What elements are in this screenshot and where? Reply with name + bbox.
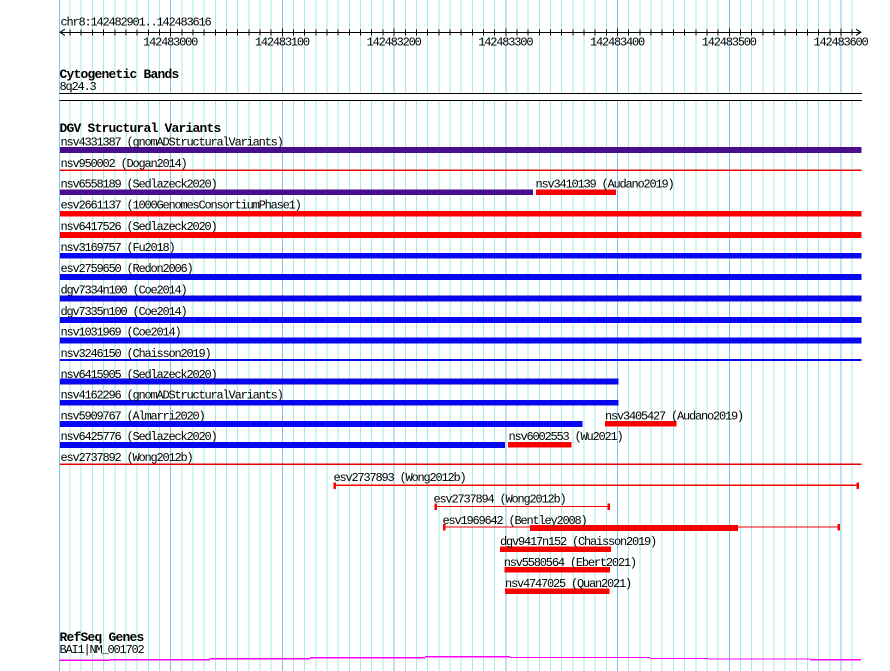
svg-text:142483100: 142483100 <box>255 36 310 50</box>
svg-text:142483500: 142483500 <box>702 36 757 50</box>
svg-text:nsv3405427 (Audano2019): nsv3405427 (Audano2019) <box>605 409 743 423</box>
svg-text:esv2737894 (Wong2012b): esv2737894 (Wong2012b) <box>434 493 566 507</box>
svg-text:8q24.3: 8q24.3 <box>60 80 97 94</box>
svg-text:nsv6417526 (Sedlazeck2020): nsv6417526 (Sedlazeck2020) <box>61 220 217 234</box>
svg-text:nsv3169757 (Fu2018): nsv3169757 (Fu2018) <box>61 241 175 255</box>
svg-text:esv2759650 (Redon2006): esv2759650 (Redon2006) <box>61 262 193 276</box>
svg-text:nsv5909767 (Almarri2020): nsv5909767 (Almarri2020) <box>61 409 205 423</box>
svg-text:nsv4162296 (gnomADStructuralVa: nsv4162296 (gnomADStructuralVariants) <box>61 388 283 402</box>
svg-text:BAI1|NM_001702: BAI1|NM_001702 <box>60 643 145 657</box>
svg-text:142483300: 142483300 <box>478 36 533 50</box>
svg-text:nsv6415905 (Sedlazeck2020): nsv6415905 (Sedlazeck2020) <box>61 368 217 382</box>
svg-text:nsv4331387 (gnomADStructuralVa: nsv4331387 (gnomADStructuralVariants) <box>61 135 283 149</box>
svg-text:142483600: 142483600 <box>814 36 869 50</box>
svg-text:nsv950002 (Dogan2014): nsv950002 (Dogan2014) <box>61 157 187 171</box>
svg-text:dgv9417n152 (Chaisson2019): dgv9417n152 (Chaisson2019) <box>500 535 656 549</box>
svg-text:chr8:142482901..142483616: chr8:142482901..142483616 <box>61 16 212 30</box>
svg-text:nsv6558189 (Sedlazeck2020): nsv6558189 (Sedlazeck2020) <box>61 178 217 192</box>
svg-text:esv2661137 (1000GenomesConsort: esv2661137 (1000GenomesConsortiumPhase1) <box>61 199 301 213</box>
svg-text:esv2737893 (Wong2012b): esv2737893 (Wong2012b) <box>334 471 466 485</box>
svg-text:nsv4747025 (Quan2021): nsv4747025 (Quan2021) <box>505 577 631 591</box>
svg-text:nsv3246150 (Chaisson2019): nsv3246150 (Chaisson2019) <box>61 347 211 361</box>
svg-text:142483000: 142483000 <box>143 36 198 50</box>
svg-text:nsv6002553 (Wu2021): nsv6002553 (Wu2021) <box>509 430 623 444</box>
svg-text:dgv7335n100 (Coe2014): dgv7335n100 (Coe2014) <box>61 305 187 319</box>
svg-text:142483400: 142483400 <box>590 36 645 50</box>
svg-text:esv1969642 (Bentley2008): esv1969642 (Bentley2008) <box>443 514 587 528</box>
svg-text:nsv6425776 (Sedlazeck2020): nsv6425776 (Sedlazeck2020) <box>61 430 217 444</box>
svg-text:DGV Structural Variants: DGV Structural Variants <box>60 121 222 136</box>
svg-text:dgv7334n100 (Coe2014): dgv7334n100 (Coe2014) <box>61 284 187 298</box>
svg-text:nsv1031969 (Coe2014): nsv1031969 (Coe2014) <box>61 326 181 340</box>
svg-text:RefSeq Genes: RefSeq Genes <box>60 630 145 645</box>
svg-text:nsv5580564 (Ebert2021): nsv5580564 (Ebert2021) <box>504 556 636 570</box>
svg-text:nsv3410139 (Audano2019): nsv3410139 (Audano2019) <box>536 178 674 192</box>
svg-text:142483200: 142483200 <box>367 36 422 50</box>
svg-text:Cytogenetic Bands: Cytogenetic Bands <box>60 67 180 82</box>
svg-text:esv2737892 (Wong2012b): esv2737892 (Wong2012b) <box>61 451 193 465</box>
